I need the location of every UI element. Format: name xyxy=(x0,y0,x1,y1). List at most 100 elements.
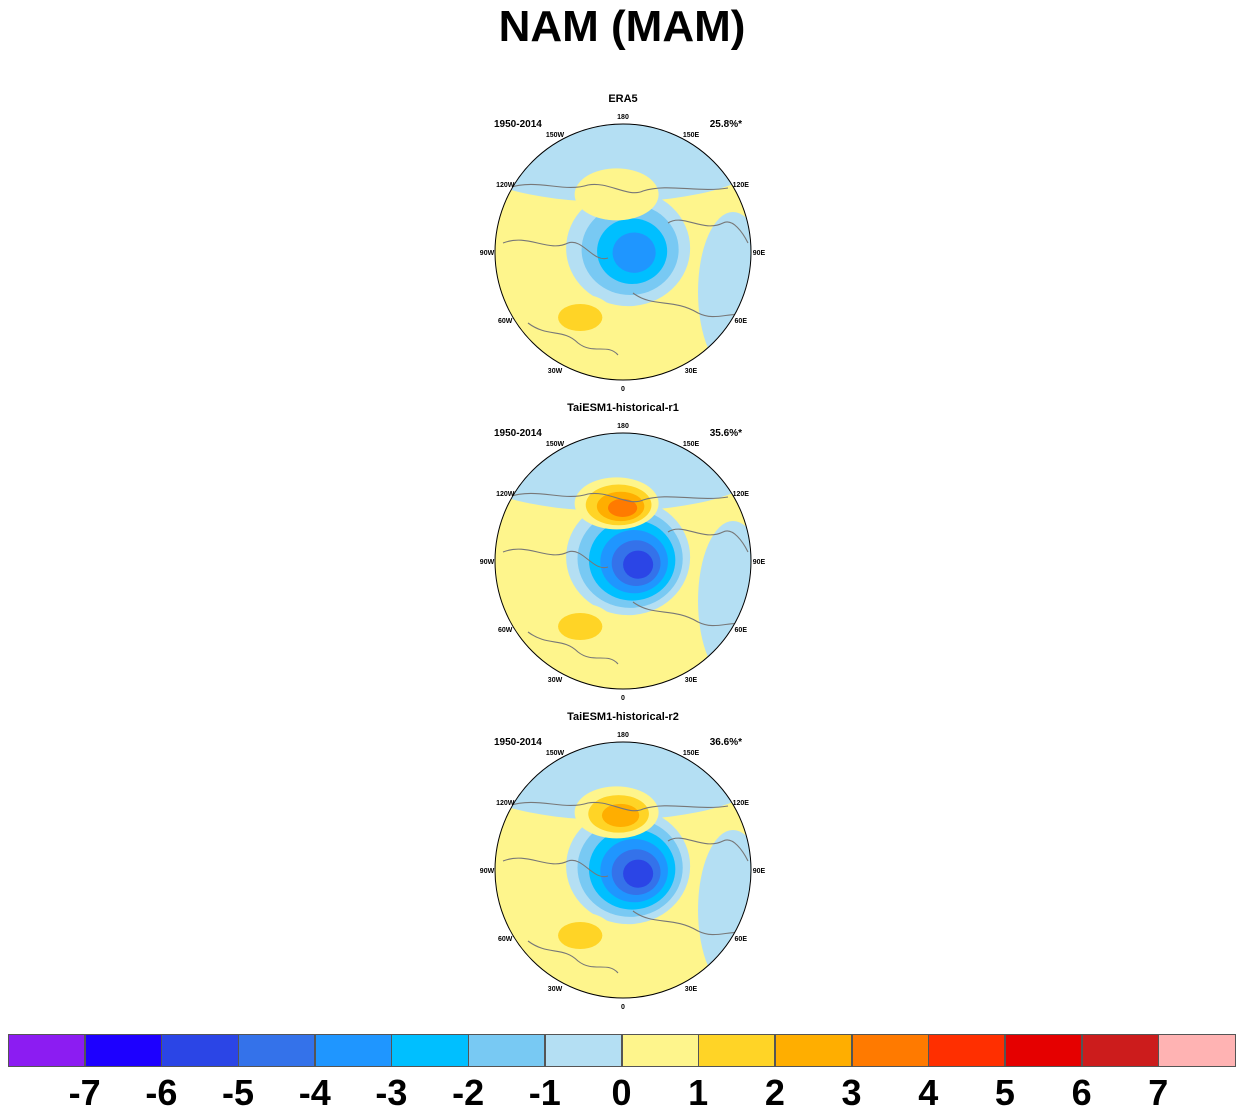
panel-title: ERA5 xyxy=(608,93,638,105)
longitude-label: 150E xyxy=(683,132,700,139)
longitude-label: 60W xyxy=(498,936,513,943)
longitude-label: 120W xyxy=(496,491,515,498)
longitude-label: 180 xyxy=(617,732,629,739)
field-contour xyxy=(601,803,640,827)
longitude-label: 180 xyxy=(617,423,629,430)
longitude-label: 30W xyxy=(548,986,563,993)
colorbar-tick-label: -5 xyxy=(222,1072,255,1113)
longitude-label: 90W xyxy=(480,559,495,566)
colorbar-box xyxy=(544,1034,622,1067)
colorbar-tick-label: 7 xyxy=(1148,1072,1169,1113)
map-border xyxy=(494,432,752,690)
colorbar-tick-label: -3 xyxy=(375,1072,408,1113)
colorbar-box xyxy=(698,1034,776,1067)
longitude-label: 30W xyxy=(548,677,563,684)
longitude-label: 120E xyxy=(733,800,750,807)
colorbar-tick-label: 6 xyxy=(1071,1072,1092,1113)
longitude-label: 0 xyxy=(621,386,625,393)
longitude-label: 150E xyxy=(683,441,700,448)
field-contour xyxy=(623,550,654,579)
polar-map: 180 150E 120E 90E 60E 30E 0 30W 60W 90W 120W 150W xyxy=(480,114,766,393)
map-border xyxy=(494,123,752,381)
map-panel-r2: TaiESM1-historical-r2 1950-2014 36.6%* 1… xyxy=(468,711,778,1011)
longitude-label: 150W xyxy=(546,132,565,139)
polar-map: 180 150E 120E 90E 60E 30E 0 30W 60W 90W 120W 150W xyxy=(480,732,766,1011)
colorbar-box xyxy=(774,1034,853,1067)
colorbar-box xyxy=(851,1034,929,1067)
colorbar-tick-label: -2 xyxy=(452,1072,485,1113)
longitude-label: 30W xyxy=(548,368,563,375)
panel-period: 1950-2014 xyxy=(494,428,542,439)
panel-period: 1950-2014 xyxy=(494,737,542,748)
longitude-label: 90W xyxy=(480,250,495,257)
colorbar-tick-label: -4 xyxy=(298,1072,331,1113)
longitude-label: 150W xyxy=(546,441,565,448)
longitude-label: 60E xyxy=(735,627,748,634)
colorbar-box xyxy=(8,1034,86,1067)
panel-explained-variance: 36.6%* xyxy=(709,737,742,748)
longitude-label: 0 xyxy=(621,695,625,702)
colorbar-tick-label: 4 xyxy=(918,1072,939,1113)
longitude-label: 90E xyxy=(753,868,766,875)
map-panel-r1: TaiESM1-historical-r1 1950-2014 35.6%* 1… xyxy=(468,402,778,702)
panel-explained-variance: 35.6%* xyxy=(709,428,742,439)
colorbar-box xyxy=(1158,1034,1236,1067)
longitude-label: 90E xyxy=(753,559,766,566)
coastline xyxy=(502,492,751,665)
panel-title: TaiESM1-historical-r2 xyxy=(567,711,679,723)
longitude-label: 30E xyxy=(685,677,698,684)
field-contour xyxy=(607,498,638,517)
panel-period: 1950-2014 xyxy=(494,119,542,130)
longitude-label: 30E xyxy=(685,986,698,993)
longitude-label: 120E xyxy=(733,182,750,189)
field-contour xyxy=(698,521,751,681)
colorbar-box xyxy=(161,1034,239,1067)
longitude-label: 0 xyxy=(621,1004,625,1011)
longitude-label: 60E xyxy=(735,318,748,325)
colorbar-tick-label: -7 xyxy=(68,1072,101,1113)
colorbar-box xyxy=(1081,1034,1159,1067)
colorbar-tick-label: 2 xyxy=(764,1072,785,1113)
polar-map: 180 150E 120E 90E 60E 30E 0 30W 60W 90W 120W 150W xyxy=(480,423,766,702)
longitude-label: 30E xyxy=(685,368,698,375)
colorbar-tick-label: -1 xyxy=(528,1072,561,1113)
longitude-label: 60E xyxy=(735,936,748,943)
longitude-label: 90E xyxy=(753,250,766,257)
figure-title: NAM (MAM) xyxy=(498,2,746,51)
longitude-label: 180 xyxy=(617,114,629,121)
colorbar-box xyxy=(1004,1034,1083,1067)
longitude-label: 120W xyxy=(496,800,515,807)
panel-title: TaiESM1-historical-r1 xyxy=(567,402,679,414)
field-contour xyxy=(698,830,751,990)
colorbar-box xyxy=(928,1034,1006,1067)
longitude-label: 60W xyxy=(498,318,513,325)
colorbar-box xyxy=(314,1034,392,1067)
field-contour xyxy=(558,921,603,950)
map-panel-era5: ERA5 1950-2014 25.8%* 180 150E 120E 90E 60E 3… xyxy=(468,93,778,393)
colorbar-tick-label: -6 xyxy=(145,1072,178,1113)
coastline xyxy=(502,183,751,356)
field-contour xyxy=(698,212,751,372)
field-contour xyxy=(623,859,654,888)
panel-explained-variance: 25.8%* xyxy=(709,119,742,130)
longitude-label: 120E xyxy=(733,491,750,498)
colorbar-tick-label: 3 xyxy=(841,1072,862,1113)
colorbar-box xyxy=(468,1034,546,1067)
colorbar-box xyxy=(84,1034,162,1067)
colorbar-box xyxy=(391,1034,469,1067)
colorbar-tick-label: 0 xyxy=(611,1072,632,1113)
longitude-label: 90W xyxy=(480,868,495,875)
colorbar-tick-label: 5 xyxy=(994,1072,1015,1113)
colorbar xyxy=(8,1034,1236,1067)
longitude-label: 60W xyxy=(498,627,513,634)
longitude-label: 150W xyxy=(546,750,565,757)
longitude-label: 150E xyxy=(683,750,700,757)
map-border xyxy=(494,741,752,999)
field-contour xyxy=(558,612,603,641)
longitude-label: 120W xyxy=(496,182,515,189)
colorbar-tick-label: 1 xyxy=(688,1072,709,1113)
field-contour xyxy=(574,168,659,221)
colorbar-box xyxy=(238,1034,316,1067)
field-contour xyxy=(558,303,603,332)
colorbar-box xyxy=(621,1034,699,1067)
